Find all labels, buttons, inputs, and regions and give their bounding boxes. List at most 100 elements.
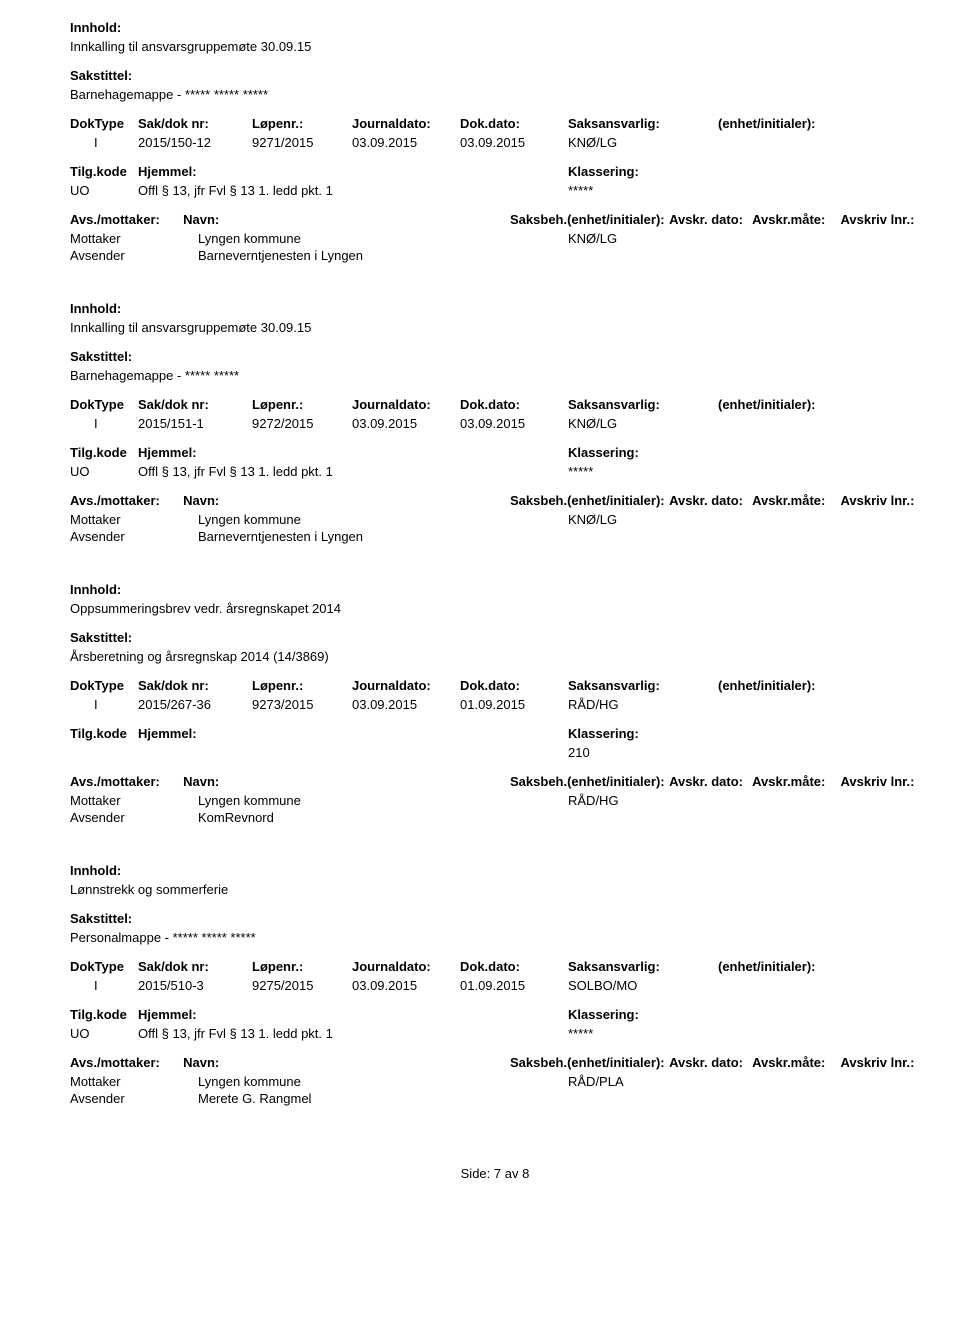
saksbeh-header: Saksbeh.(enhet/initialer):: [510, 1055, 669, 1070]
sakdoknr-value: 2015/151-1: [138, 416, 252, 431]
lopenr-value: 9275/2015: [252, 978, 352, 993]
lopenr-header: Løpenr.:: [252, 397, 352, 412]
enhet-value: [718, 416, 868, 431]
dokdato-value: 03.09.2015: [460, 135, 568, 150]
avsender-label: Avsender: [70, 810, 198, 825]
hjemmel-header: Hjemmel:: [138, 164, 568, 179]
doktype-header: DokType: [70, 397, 138, 412]
sakdoknr-header: Sak/dok nr:: [138, 397, 252, 412]
innhold-label: Innhold:: [70, 582, 920, 597]
mottaker-row: Mottaker Lyngen kommune KNØ/LG: [70, 512, 920, 527]
innhold-label: Innhold:: [70, 863, 920, 878]
klassering-value: *****: [568, 1026, 768, 1041]
sakstittel-label: Sakstittel:: [70, 349, 920, 364]
tilg-data-row: UO Offl § 13, jfr Fvl § 13 1. ledd pkt. …: [70, 1026, 920, 1041]
mottaker-label: Mottaker: [70, 512, 198, 527]
hjemmel-header: Hjemmel:: [138, 726, 568, 741]
tilgkode-value: UO: [70, 464, 138, 479]
sakdoknr-header: Sak/dok nr:: [138, 678, 252, 693]
mottaker-navn: Lyngen kommune: [198, 512, 568, 527]
journaldato-value: 03.09.2015: [352, 416, 460, 431]
doc-header-row: DokType Sak/dok nr: Løpenr.: Journaldato…: [70, 116, 920, 131]
avsender-navn: Barneverntjenesten i Lyngen: [198, 248, 568, 263]
saksansvarlig-value: SOLBO/MO: [568, 978, 718, 993]
avsender-navn: Merete G. Rangmel: [198, 1091, 568, 1106]
saksbeh-header: Saksbeh.(enhet/initialer):: [510, 493, 669, 508]
tilg-header-row: Tilg.kode Hjemmel: Klassering:: [70, 726, 920, 741]
enhet-value: [718, 978, 868, 993]
avsender-row: Avsender Barneverntjenesten i Lyngen: [70, 248, 920, 263]
avsmottaker-header: Avs./mottaker:: [70, 1055, 183, 1070]
dokdato-header: Dok.dato:: [460, 959, 568, 974]
klassering-header: Klassering:: [568, 164, 768, 179]
tilg-data-row: UO Offl § 13, jfr Fvl § 13 1. ledd pkt. …: [70, 183, 920, 198]
dokdato-value: 03.09.2015: [460, 416, 568, 431]
dokdato-value: 01.09.2015: [460, 697, 568, 712]
enhet-value: [718, 135, 868, 150]
sakstittel-label: Sakstittel:: [70, 68, 920, 83]
tilg-header-row: Tilg.kode Hjemmel: Klassering:: [70, 445, 920, 460]
innhold-text: Innkalling til ansvarsgruppemøte 30.09.1…: [70, 320, 920, 335]
avsender-navn: KomRevnord: [198, 810, 568, 825]
innhold-label: Innhold:: [70, 301, 920, 316]
sakstittel-text: Personalmappe - ***** ***** *****: [70, 930, 920, 945]
avsender-row: Avsender Merete G. Rangmel: [70, 1091, 920, 1106]
innhold-text: Innkalling til ansvarsgruppemøte 30.09.1…: [70, 39, 920, 54]
enhet-value: [718, 697, 868, 712]
navn-header: Navn:: [183, 212, 510, 227]
avskrivlnr-header: Avskriv lnr.:: [840, 774, 920, 789]
avsender-navn: Barneverntjenesten i Lyngen: [198, 529, 568, 544]
enhet-header: (enhet/initialer):: [718, 397, 868, 412]
dokdato-value: 01.09.2015: [460, 978, 568, 993]
sakstittel-text: Barnehagemappe - ***** ***** *****: [70, 87, 920, 102]
journal-record: Innhold: Innkalling til ansvarsgruppemøt…: [70, 20, 920, 263]
avskrmate-header: Avskr.måte:: [752, 212, 840, 227]
tilg-data-row: 210: [70, 745, 920, 760]
tilgkode-value: UO: [70, 183, 138, 198]
lopenr-value: 9272/2015: [252, 416, 352, 431]
sakdoknr-header: Sak/dok nr:: [138, 959, 252, 974]
avsmottaker-header: Avs./mottaker:: [70, 212, 183, 227]
avsender-label: Avsender: [70, 1091, 198, 1106]
avs-header-row: Avs./mottaker: Navn: Saksbeh.(enhet/init…: [70, 774, 920, 789]
saksansvarlig-value: RÅD/HG: [568, 697, 718, 712]
avsender-row: Avsender KomRevnord: [70, 810, 920, 825]
avs-header-row: Avs./mottaker: Navn: Saksbeh.(enhet/init…: [70, 1055, 920, 1070]
tilgkode-header: Tilg.kode: [70, 726, 138, 741]
doc-data-row: I 2015/510-3 9275/2015 03.09.2015 01.09.…: [70, 978, 920, 993]
avskrdato-header: Avskr. dato:: [669, 212, 752, 227]
avskrdato-header: Avskr. dato:: [669, 774, 752, 789]
mottaker-navn: Lyngen kommune: [198, 231, 568, 246]
journaldato-value: 03.09.2015: [352, 135, 460, 150]
mottaker-label: Mottaker: [70, 231, 198, 246]
mottaker-row: Mottaker Lyngen kommune KNØ/LG: [70, 231, 920, 246]
hjemmel-value: Offl § 13, jfr Fvl § 13 1. ledd pkt. 1: [138, 1026, 568, 1041]
mottaker-label: Mottaker: [70, 1074, 198, 1089]
tilgkode-header: Tilg.kode: [70, 1007, 138, 1022]
journal-record: Innhold: Oppsummeringsbrev vedr. årsregn…: [70, 582, 920, 825]
mottaker-row: Mottaker Lyngen kommune RÅD/HG: [70, 793, 920, 808]
lopenr-header: Løpenr.:: [252, 959, 352, 974]
avsender-label: Avsender: [70, 248, 198, 263]
doc-header-row: DokType Sak/dok nr: Løpenr.: Journaldato…: [70, 678, 920, 693]
avskrivlnr-header: Avskriv lnr.:: [840, 212, 920, 227]
lopenr-value: 9273/2015: [252, 697, 352, 712]
hjemmel-value: Offl § 13, jfr Fvl § 13 1. ledd pkt. 1: [138, 183, 568, 198]
dokdato-header: Dok.dato:: [460, 678, 568, 693]
saksbeh-value: KNØ/LG: [568, 512, 674, 527]
navn-header: Navn:: [183, 774, 510, 789]
tilg-data-row: UO Offl § 13, jfr Fvl § 13 1. ledd pkt. …: [70, 464, 920, 479]
avskrivlnr-header: Avskriv lnr.:: [840, 1055, 920, 1070]
klassering-header: Klassering:: [568, 726, 768, 741]
enhet-header: (enhet/initialer):: [718, 959, 868, 974]
doktype-value: I: [70, 978, 138, 993]
doc-data-row: I 2015/150-12 9271/2015 03.09.2015 03.09…: [70, 135, 920, 150]
footer-side-label: Side:: [461, 1166, 491, 1181]
saksansvarlig-value: KNØ/LG: [568, 135, 718, 150]
saksbeh-value: KNØ/LG: [568, 231, 674, 246]
tilg-header-row: Tilg.kode Hjemmel: Klassering:: [70, 164, 920, 179]
avskrdato-header: Avskr. dato:: [669, 493, 752, 508]
klassering-header: Klassering:: [568, 1007, 768, 1022]
doc-header-row: DokType Sak/dok nr: Løpenr.: Journaldato…: [70, 397, 920, 412]
avskrmate-header: Avskr.måte:: [752, 493, 840, 508]
